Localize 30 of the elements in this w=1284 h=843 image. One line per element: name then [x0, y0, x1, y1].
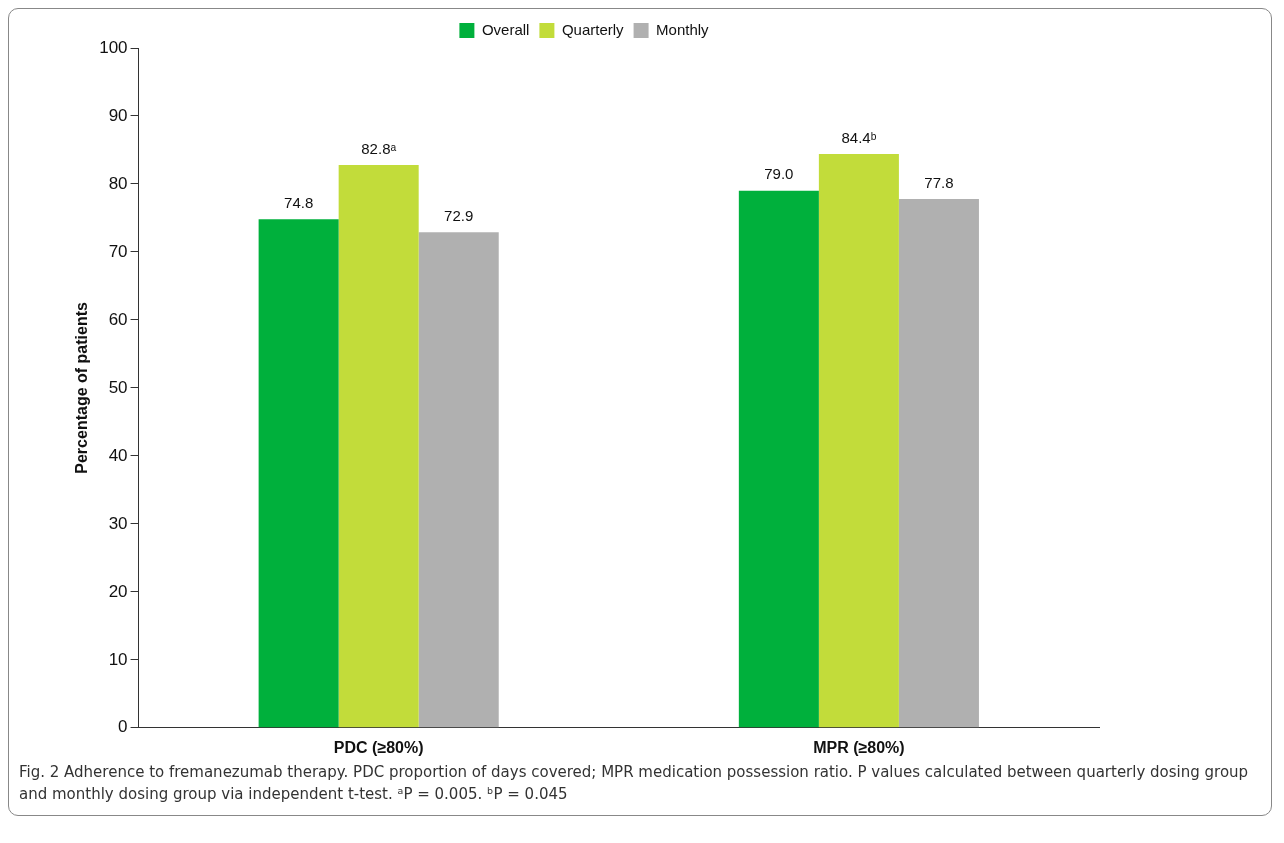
y-tick-label: 0: [118, 717, 128, 737]
x-tick-label: MPR (≥80%): [813, 738, 905, 756]
y-tick-label: 100: [99, 37, 128, 57]
bar: [818, 154, 899, 728]
y-tick-label: 40: [108, 445, 128, 465]
x-tick-label: PDC (≥80%): [333, 738, 424, 756]
y-tick-label: 80: [108, 173, 128, 193]
bar: [338, 164, 419, 728]
bar: [898, 198, 979, 728]
bar: [418, 232, 499, 728]
y-tick-label: 10: [108, 649, 128, 669]
data-label: 77.8: [924, 173, 954, 191]
y-tick-label: 90: [108, 105, 128, 125]
y-tick-label: 70: [108, 241, 128, 261]
data-label: 84.4ᵇ: [841, 128, 877, 146]
data-label: 79.0: [764, 165, 794, 183]
data-label: 72.9: [444, 206, 474, 224]
y-tick-label: 60: [108, 309, 128, 329]
legend-label: Quarterly: [561, 20, 625, 38]
y-axis-title: Percentage of patients: [73, 302, 91, 474]
caption: Fig. 2 Adherence to fremanezumab therapy. PDC proportion of days covered; MPR medication possession ratio. P values calculated between quarterly dosing group and monthly dosing group via independent t-test. ᵃP = 0.005. ᵇP = 0.045: [18, 762, 1250, 805]
y-tick-label: 30: [108, 513, 128, 533]
legend-label: Monthly: [656, 20, 710, 38]
y-tick-label: 20: [108, 581, 128, 601]
legend-label: Overall: [481, 20, 530, 38]
y-tick-label: 50: [108, 377, 128, 397]
data-label: 82.8ᵃ: [361, 139, 397, 157]
bar: [738, 190, 819, 728]
data-label: 74.8: [284, 193, 314, 211]
bar: [258, 219, 339, 728]
